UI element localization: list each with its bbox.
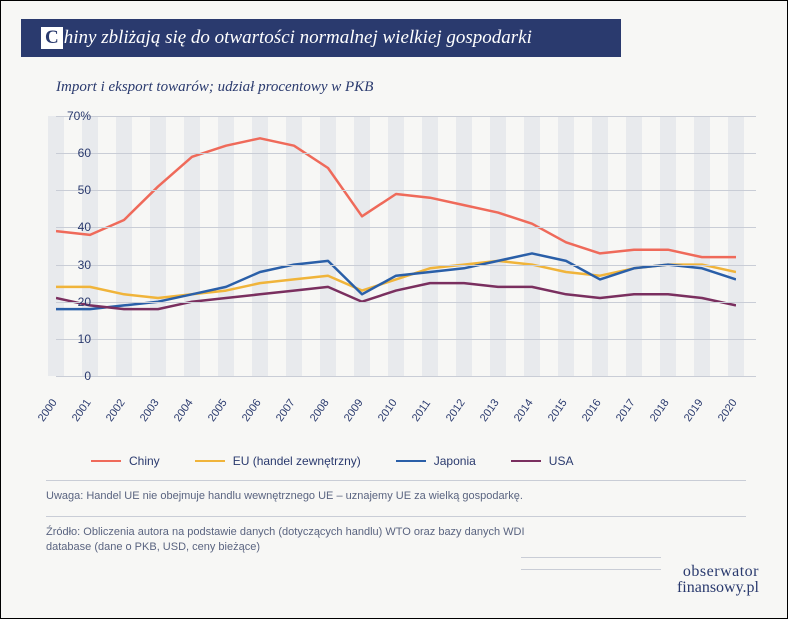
source-rule-2 xyxy=(521,569,661,570)
gridline xyxy=(56,227,756,228)
x-axis-label: 2013 xyxy=(478,397,502,424)
x-axis-label: 2011 xyxy=(410,398,433,424)
legend: Chiny EU (handel zewnętrzny) Japonia USA xyxy=(91,454,787,468)
x-axis-label: 2008 xyxy=(308,397,332,424)
brand-bot: finansowy.pl xyxy=(677,580,759,596)
x-axis-label: 2018 xyxy=(648,397,672,424)
legend-swatch xyxy=(511,460,541,463)
chart-title-header: Chiny zbliżają się do otwartości normaln… xyxy=(21,19,621,57)
brand-logo: obserwator finansowy.pl xyxy=(677,564,759,596)
gridline xyxy=(56,190,756,191)
series-line xyxy=(56,261,736,298)
line-plot-svg xyxy=(56,116,736,376)
y-axis-label: 20 xyxy=(51,295,91,309)
y-axis-label: 30 xyxy=(51,258,91,272)
x-axis-label: 2016 xyxy=(580,397,604,424)
legend-label: EU (handel zewnętrzny) xyxy=(233,454,361,468)
x-axis-label: 2017 xyxy=(614,397,638,424)
legend-label: Japonia xyxy=(434,454,476,468)
gridline xyxy=(56,302,756,303)
legend-item: Chiny xyxy=(91,454,160,468)
y-axis-label: 10 xyxy=(51,332,91,346)
x-axis-label: 2019 xyxy=(682,397,706,424)
gridline xyxy=(56,153,756,154)
x-axis-label: 2007 xyxy=(274,397,298,424)
legend-item: Japonia xyxy=(396,454,476,468)
x-axis-label: 2009 xyxy=(342,397,366,424)
x-axis-label: 2020 xyxy=(716,397,740,424)
gridline xyxy=(56,116,756,117)
chart-subtitle: Import i eksport towarów; udział procent… xyxy=(56,79,787,96)
legend-label: USA xyxy=(549,454,574,468)
title-text: hiny zbliżają się do otwartości normalne… xyxy=(64,27,532,48)
series-line xyxy=(56,283,736,309)
gridline xyxy=(56,265,756,266)
x-axis-label: 2003 xyxy=(138,397,162,424)
note-text: Uwaga: Handel UE nie obejmuje handlu wew… xyxy=(46,489,546,504)
x-axis-label: 2004 xyxy=(172,397,196,424)
legend-swatch xyxy=(195,460,225,463)
x-axis-label: 2000 xyxy=(36,397,60,424)
chart-area: 2000200120022003200420052006200720082009… xyxy=(56,116,756,406)
brand-top: obserwator xyxy=(677,564,759,580)
x-axis-label: 2002 xyxy=(104,397,128,424)
x-axis-label: 2001 xyxy=(70,397,94,424)
y-axis-label: 50 xyxy=(51,183,91,197)
source-rule xyxy=(521,557,661,558)
divider-line-2 xyxy=(46,516,746,517)
x-axis-label: 2015 xyxy=(546,397,570,424)
divider-line xyxy=(46,480,746,481)
legend-swatch xyxy=(396,460,426,463)
x-axis-label: 2010 xyxy=(376,397,400,424)
y-axis-label: 0 xyxy=(51,369,91,383)
source-text: Źródło: Obliczenia autora na podstawie d… xyxy=(46,525,546,555)
title-initial: C xyxy=(41,27,63,49)
legend-swatch xyxy=(91,460,121,463)
x-axis-label: 2006 xyxy=(240,397,264,424)
x-axis-label: 2014 xyxy=(512,397,536,424)
series-line xyxy=(56,138,736,257)
legend-item: EU (handel zewnętrzny) xyxy=(195,454,361,468)
x-axis-label: 2012 xyxy=(444,397,468,424)
legend-label: Chiny xyxy=(129,454,160,468)
gridline xyxy=(56,339,756,340)
y-axis-label: 60 xyxy=(51,146,91,160)
legend-item: USA xyxy=(511,454,574,468)
x-axis-label: 2005 xyxy=(206,397,230,424)
y-axis-label: 40 xyxy=(51,220,91,234)
gridline xyxy=(56,376,756,377)
y-axis-label: 70% xyxy=(51,109,91,123)
